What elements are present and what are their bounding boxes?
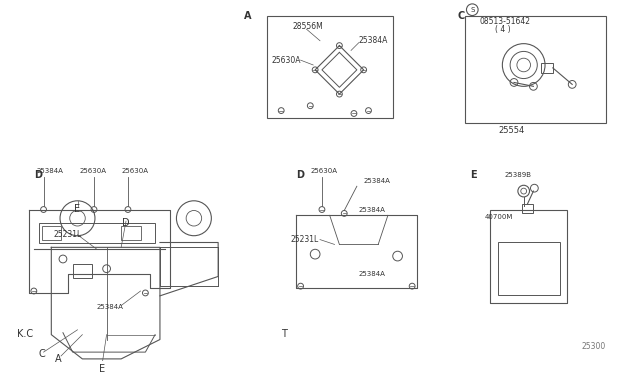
Bar bbox=[522, 204, 533, 214]
Text: 25554: 25554 bbox=[498, 126, 524, 135]
Text: 25384A: 25384A bbox=[359, 208, 386, 214]
Bar bbox=[267, 16, 393, 118]
Text: A: A bbox=[243, 12, 251, 22]
Bar bbox=[38, 223, 155, 243]
Text: E: E bbox=[470, 170, 477, 180]
Text: A: A bbox=[55, 354, 61, 364]
Text: 25384A: 25384A bbox=[97, 305, 124, 311]
Text: K.C: K.C bbox=[17, 329, 33, 339]
Text: T: T bbox=[281, 329, 287, 339]
Bar bbox=[490, 211, 567, 303]
Text: D: D bbox=[34, 170, 42, 180]
Bar bbox=[121, 226, 141, 240]
Bar bbox=[497, 241, 559, 295]
Bar bbox=[465, 16, 606, 123]
Bar bbox=[541, 63, 553, 73]
Text: E: E bbox=[99, 363, 105, 372]
Text: 08513-51642: 08513-51642 bbox=[479, 17, 530, 26]
Bar bbox=[42, 226, 61, 240]
Text: E: E bbox=[74, 203, 81, 214]
Text: D: D bbox=[122, 218, 130, 228]
Text: 25231L: 25231L bbox=[291, 235, 319, 244]
Text: 40700M: 40700M bbox=[485, 214, 513, 220]
Text: 25300: 25300 bbox=[582, 342, 606, 351]
Text: 25630A: 25630A bbox=[310, 168, 337, 174]
Text: 25630A: 25630A bbox=[79, 168, 106, 174]
Text: 25384A: 25384A bbox=[364, 179, 390, 185]
Text: ( 4 ): ( 4 ) bbox=[495, 25, 510, 33]
Text: 25384A: 25384A bbox=[359, 270, 386, 276]
Text: D: D bbox=[296, 170, 304, 180]
Text: 25384A: 25384A bbox=[36, 168, 63, 174]
Text: 25630A: 25630A bbox=[271, 56, 301, 65]
Text: 25384A: 25384A bbox=[359, 36, 388, 45]
Text: 25231L: 25231L bbox=[53, 230, 81, 239]
Text: 28556M: 28556M bbox=[293, 22, 324, 31]
Text: C: C bbox=[38, 349, 45, 359]
Text: C: C bbox=[457, 12, 464, 22]
Text: 25389B: 25389B bbox=[504, 171, 531, 177]
Bar bbox=[73, 264, 92, 278]
Text: 25630A: 25630A bbox=[121, 168, 148, 174]
Text: S: S bbox=[470, 7, 474, 13]
